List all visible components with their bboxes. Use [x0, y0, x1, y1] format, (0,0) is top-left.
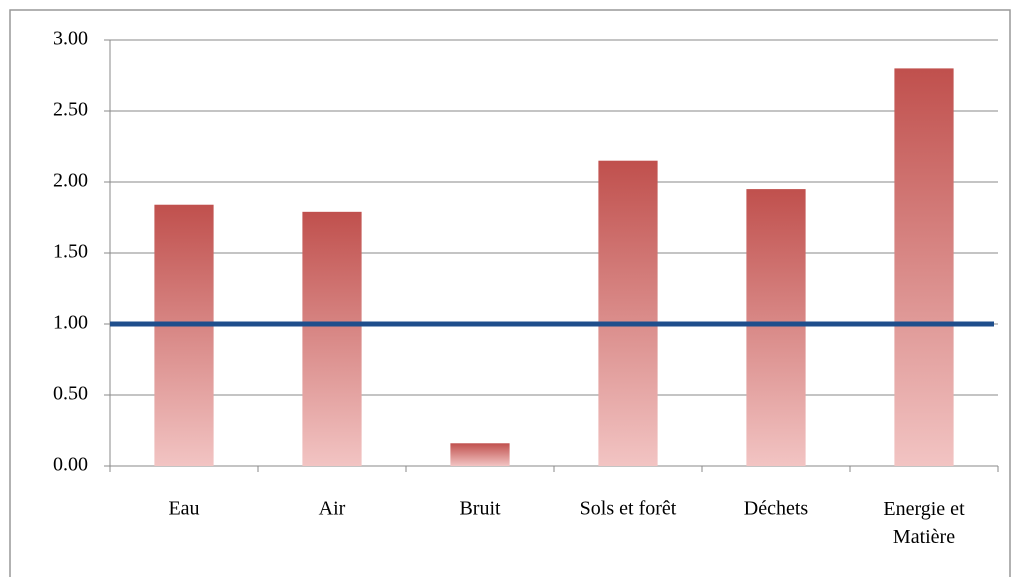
- x-tick-label: Air: [319, 498, 346, 520]
- bar: [154, 204, 214, 466]
- chart-frame: [9, 9, 1011, 582]
- x-tick-label: Sols et forêt: [580, 498, 677, 520]
- bar: [302, 211, 362, 466]
- y-tick-label: 3.00: [53, 28, 88, 50]
- bar: [598, 160, 658, 466]
- y-tick-label: 1.00: [53, 312, 88, 334]
- y-tick-label: 0.00: [53, 454, 88, 476]
- bar: [450, 443, 510, 466]
- bar: [894, 68, 954, 467]
- x-tick-label: Déchets: [744, 498, 809, 520]
- bar: [746, 189, 806, 466]
- y-tick-label: 1.50: [53, 241, 88, 263]
- y-tick-label: 0.50: [53, 383, 88, 405]
- y-tick-label: 2.00: [53, 170, 88, 192]
- x-tick-label: Eau: [168, 498, 199, 520]
- y-tick-label: 2.50: [53, 99, 88, 121]
- x-tick-label: Bruit: [459, 498, 501, 520]
- x-tick-label: Energie et Matière: [883, 498, 965, 548]
